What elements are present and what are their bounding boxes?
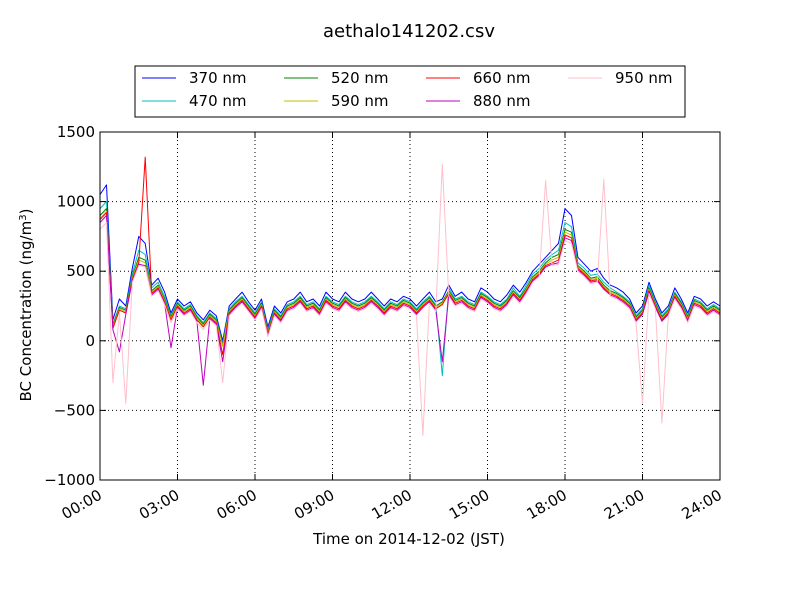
x-tick-label: 24:00 (679, 486, 725, 523)
series-lines (99, 156, 721, 436)
x-tick-label: 06:00 (214, 486, 260, 523)
x-tick-label: 15:00 (446, 486, 492, 523)
y-tick-label: 1000 (57, 193, 95, 211)
series-line-370-nm (99, 184, 721, 342)
series-line-880-nm (99, 215, 721, 386)
x-tick-label: 09:00 (291, 486, 337, 523)
y-axis-label-sup: 3 (18, 214, 29, 220)
x-tick-label: 18:00 (524, 486, 570, 523)
grid-lines (100, 132, 720, 480)
series-line-590-nm (99, 210, 721, 347)
x-tick-label: 00:00 (59, 486, 105, 523)
chart-title: aethalo141202.csv (323, 21, 495, 42)
legend-label: 520 nm (331, 69, 389, 87)
series-line-660-nm (99, 156, 721, 356)
series-line-950-nm (99, 163, 721, 436)
series-line-470-nm (99, 201, 721, 377)
legend: 370 nm 470 nm 520 nm 590 nm 660 nm 880 nm 950 … (134, 65, 686, 118)
y-tick-label: 500 (66, 262, 95, 280)
y-tick-label: 1500 (57, 123, 95, 141)
y-axis-label-text: BC Concentration (ng/m (17, 221, 35, 402)
y-tick-label: 0 (85, 332, 95, 350)
legend-label: 880 nm (473, 92, 531, 110)
x-tick-label: 12:00 (369, 486, 415, 523)
legend-label: 660 nm (473, 69, 531, 87)
legend-label: 950 nm (615, 69, 673, 87)
y-axis-label: BC Concentration (ng/m3) (17, 209, 35, 402)
x-tick-label: 03:00 (136, 486, 182, 523)
legend-frame (134, 65, 686, 118)
legend-label: 590 nm (331, 92, 389, 110)
y-tick-label: −500 (54, 401, 95, 419)
x-tick-label: 21:00 (601, 486, 647, 523)
legend-label: 470 nm (189, 92, 247, 110)
legend-label: 370 nm (189, 69, 247, 87)
y-tick-label: −1000 (44, 471, 95, 489)
y-axis-label-suffix: ) (17, 209, 35, 215)
x-axis-label: Time on 2014-12-02 (JST) (312, 530, 505, 548)
series-line-520-nm (99, 208, 721, 346)
